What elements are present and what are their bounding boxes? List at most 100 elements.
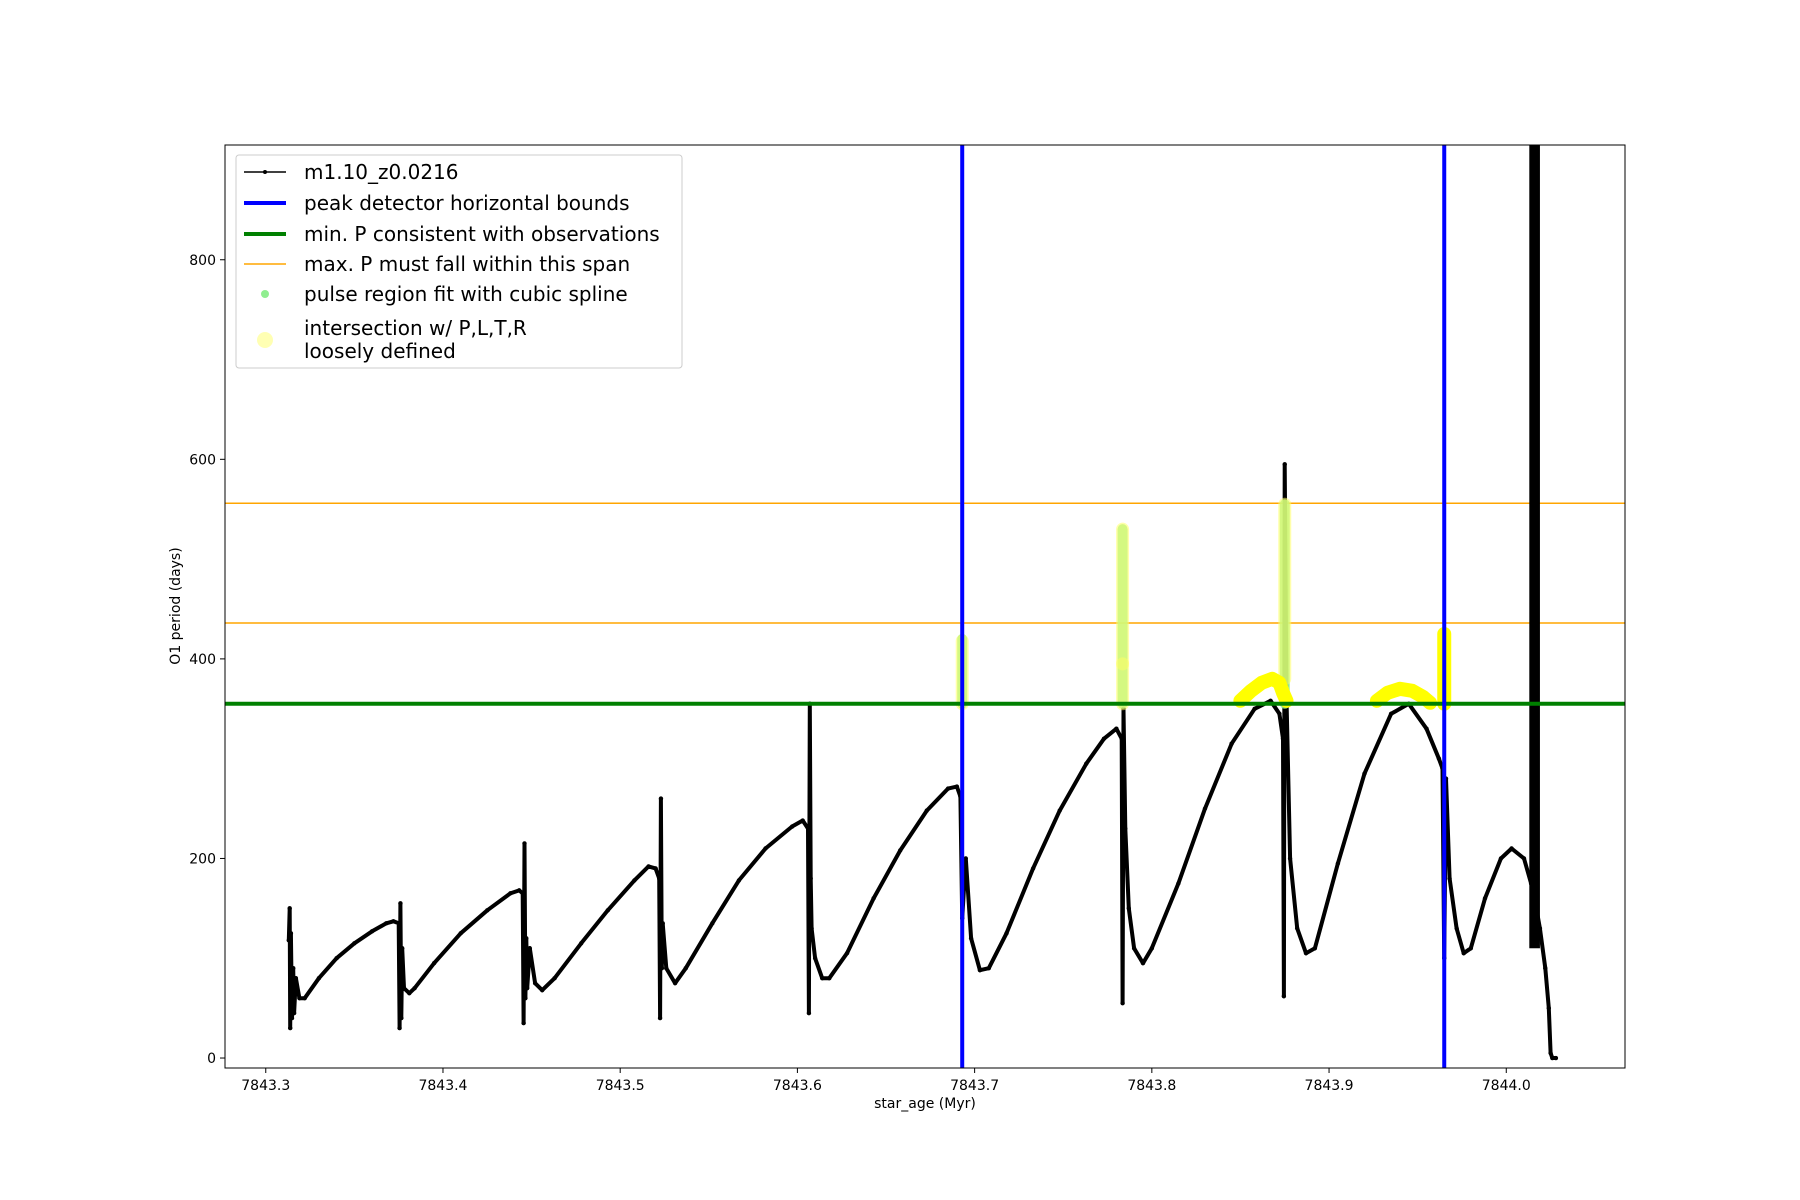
data-point-105 (1335, 861, 1341, 866)
data-point-97 (1280, 736, 1286, 741)
data-point-5 (291, 966, 296, 971)
data-point-33 (524, 936, 529, 941)
data-point-103 (1303, 951, 1309, 956)
data-point-107 (1388, 711, 1394, 716)
data-point-9 (302, 995, 307, 1001)
data-point-69 (945, 786, 951, 791)
data-point-45 (657, 1015, 663, 1021)
data-point-35 (527, 946, 533, 951)
intersection-arc-1 (1369, 681, 1438, 710)
data-point-6 (291, 1010, 297, 1016)
data-point-115 (1454, 926, 1459, 931)
data-point-47 (659, 966, 665, 971)
data-point-20 (400, 946, 405, 951)
data-point-93 (1229, 741, 1234, 746)
data-point-10 (316, 975, 322, 981)
x-tick-label-3: 7843.6 (773, 1078, 822, 1094)
data-point-117 (1468, 946, 1474, 951)
legend-label-1: peak detector horizontal bounds (304, 191, 630, 215)
legend-marker-0 (263, 170, 267, 174)
data-point-81 (1101, 736, 1107, 741)
legend-label-5-line2: loosely defined (304, 339, 456, 363)
data-point-23 (412, 985, 417, 991)
data-point-56 (800, 818, 805, 823)
data-point-19 (399, 1015, 404, 1021)
data-point-22 (407, 990, 412, 996)
data-point-60 (808, 876, 813, 881)
legend-marker-4 (261, 290, 269, 298)
x-tick-label-4: 7843.7 (950, 1078, 999, 1094)
data-point-18 (398, 901, 403, 906)
data-point-0 (286, 938, 291, 943)
data-point-41 (632, 878, 637, 883)
legend-label-3: max. P must fall within this span (304, 252, 630, 276)
x-tick-label-1: 7843.4 (418, 1078, 467, 1094)
legend-marker-5 (257, 332, 273, 348)
data-point-65 (844, 951, 850, 956)
data-point-7 (293, 975, 299, 981)
data-point-11 (334, 956, 339, 961)
data-point-48 (660, 921, 665, 926)
data-point-116 (1461, 951, 1466, 956)
data-point-46 (658, 796, 664, 801)
data-point-34 (524, 985, 530, 991)
data-point-58 (806, 1010, 812, 1016)
data-point-78 (1030, 866, 1036, 871)
data-point-25 (458, 931, 463, 936)
data-point-61 (809, 926, 814, 931)
data-point-37 (540, 987, 545, 993)
data-point-110 (1436, 756, 1442, 761)
data-point-14 (384, 921, 389, 926)
x-tick-label-6: 7843.9 (1305, 1078, 1354, 1094)
data-point-26 (485, 908, 490, 913)
data-point-62 (812, 956, 818, 961)
data-point-101 (1287, 856, 1293, 861)
data-point-90 (1149, 946, 1155, 951)
data-point-73 (963, 856, 968, 861)
data-point-8 (297, 995, 302, 1001)
data-point-118 (1482, 896, 1488, 901)
data-point-40 (605, 908, 610, 913)
data-point-129 (1553, 1055, 1559, 1061)
data-point-125 (1543, 966, 1548, 971)
data-point-2 (288, 1025, 293, 1031)
data-point-15 (391, 919, 396, 924)
x-tick-label-7: 7844.0 (1482, 1078, 1531, 1094)
data-point-13 (369, 929, 375, 934)
data-point-3 (288, 931, 294, 936)
data-point-96 (1277, 711, 1282, 716)
data-point-17 (397, 1025, 402, 1031)
data-point-24 (431, 961, 437, 966)
data-point-28 (516, 888, 522, 893)
intersection-arc-0 (1233, 671, 1294, 708)
data-point-114 (1447, 876, 1452, 881)
data-point-77 (1004, 931, 1009, 936)
data-point-50 (672, 980, 678, 986)
data-point-36 (532, 980, 538, 986)
data-point-128 (1550, 1055, 1555, 1061)
data-point-80 (1084, 761, 1089, 766)
data-point-84 (1120, 1000, 1125, 1006)
data-point-54 (763, 846, 768, 851)
data-point-119 (1498, 856, 1504, 861)
data-point-53 (736, 878, 742, 883)
data-point-89 (1140, 961, 1146, 966)
data-point-55 (789, 824, 795, 829)
data-point-32 (523, 995, 528, 1001)
data-point-38 (552, 975, 557, 981)
dense-band (1529, 145, 1540, 949)
data-point-106 (1362, 771, 1367, 776)
data-point-121 (1521, 856, 1527, 861)
data-point-88 (1131, 946, 1137, 951)
data-point-52 (710, 921, 715, 926)
data-point-66 (871, 896, 876, 901)
data-point-79 (1057, 808, 1062, 813)
y-tick-label-2: 400 (189, 652, 216, 668)
data-point-83 (1119, 736, 1124, 741)
data-point-82 (1114, 726, 1119, 731)
legend-label-5: intersection w/ P,L,T,R (304, 316, 527, 340)
plot-frame (224, 144, 1626, 1069)
data-point-16 (396, 921, 401, 926)
